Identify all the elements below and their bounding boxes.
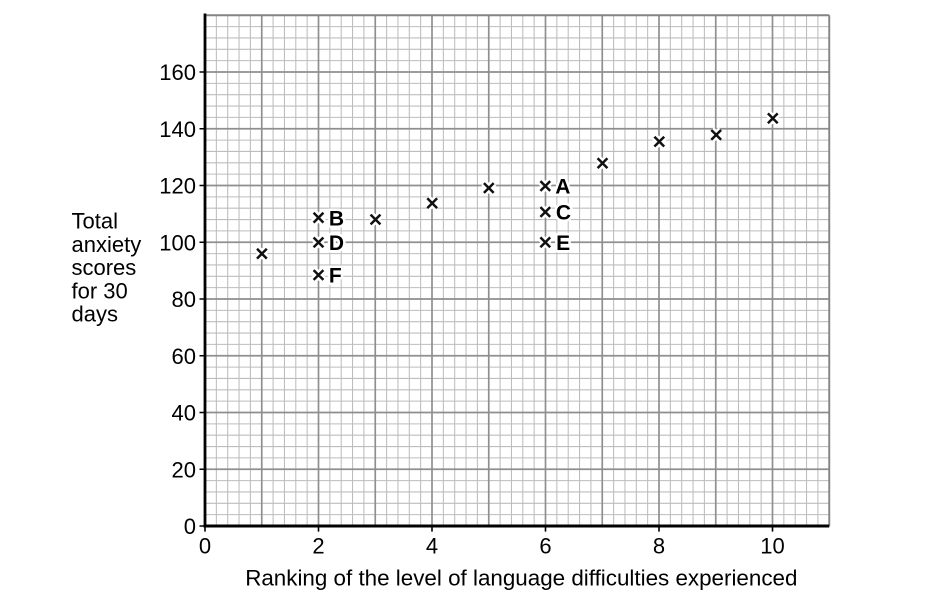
svg-text:Total: Total — [72, 209, 118, 234]
svg-text:for 30: for 30 — [72, 278, 128, 303]
svg-text:E: E — [556, 232, 570, 255]
svg-text:20: 20 — [172, 457, 196, 482]
svg-text:F: F — [329, 265, 342, 288]
svg-text:6: 6 — [539, 533, 551, 558]
svg-text:Ranking of the level of langua: Ranking of the level of language difficu… — [245, 565, 797, 590]
svg-text:140: 140 — [159, 117, 196, 142]
svg-text:80: 80 — [172, 287, 196, 312]
svg-text:scores: scores — [72, 255, 137, 280]
svg-text:10: 10 — [760, 533, 784, 558]
svg-text:8: 8 — [653, 533, 665, 558]
svg-text:40: 40 — [172, 401, 196, 426]
svg-text:B: B — [329, 207, 344, 230]
svg-text:2: 2 — [312, 533, 324, 558]
svg-text:D: D — [329, 232, 344, 255]
svg-text:0: 0 — [184, 514, 196, 539]
svg-text:4: 4 — [426, 533, 438, 558]
svg-text:A: A — [555, 176, 570, 199]
svg-text:0: 0 — [199, 533, 211, 558]
svg-text:60: 60 — [172, 344, 196, 369]
svg-text:120: 120 — [159, 174, 196, 199]
svg-text:100: 100 — [159, 230, 196, 255]
svg-text:days: days — [72, 302, 118, 327]
svg-text:160: 160 — [159, 60, 196, 85]
svg-text:C: C — [556, 202, 571, 225]
svg-text:anxiety: anxiety — [72, 232, 142, 257]
